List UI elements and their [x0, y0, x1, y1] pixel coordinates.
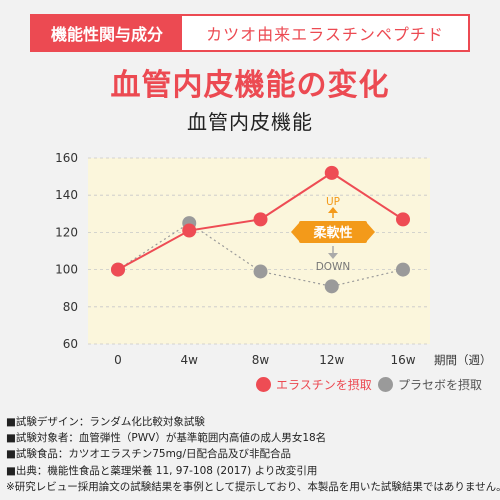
y-tick-label: 120: [55, 225, 78, 239]
x-tick-label: 0: [114, 353, 122, 367]
note-design: ■試験デザイン：ランダム化比較対象試験: [6, 416, 205, 428]
badge-arrow-right: [367, 223, 375, 241]
down-arrow-head: [328, 253, 338, 259]
data-point-elastin: [182, 223, 197, 238]
data-point-elastin: [324, 165, 339, 180]
down-label: DOWN: [316, 261, 351, 273]
y-tick-label: 80: [63, 300, 78, 314]
up-arrow-head: [328, 207, 338, 213]
plot-background: [88, 158, 430, 344]
ingredient-name: カツオ由来エラスチンペプチド: [206, 25, 444, 44]
flexibility-badge-label: 柔軟性: [312, 225, 352, 241]
legend-label-placebo: プラセボを摂取: [398, 378, 483, 392]
data-point-elastin: [111, 262, 125, 277]
badge-arrow-left: [291, 223, 299, 241]
x-tick-label: 12w: [319, 353, 344, 367]
y-tick-label: 160: [55, 151, 78, 165]
legend-item-placebo: プラセボを摂取: [378, 376, 482, 393]
up-label: UP: [326, 196, 340, 208]
study-notes: ■試験デザイン：ランダム化比較対象試験 ■試験対象者：血管弾性（PWV）が基準範…: [6, 414, 500, 495]
x-tick-label: 4w: [181, 353, 199, 367]
note-test-food: ■試験食品：カツオエラスチン75mg/日配合品及び非配合品: [6, 448, 292, 461]
legend-label-elastin: エラスチンを摂取: [276, 378, 372, 392]
data-point-placebo: [253, 264, 268, 279]
flexibility-badge: [299, 221, 367, 243]
x-tick-label: 16w: [390, 353, 415, 367]
legend-item-elastin: エラスチンを摂取: [256, 376, 372, 393]
chart-title: 血管内皮機能: [187, 110, 313, 134]
x-axis-label: 期間（週）: [434, 353, 492, 367]
note-disclaimer: ※研究レビュー採用論文の試験結果を事例として提示しており、本製品を用いた試験結果…: [6, 480, 500, 493]
y-tick-label: 60: [63, 337, 78, 351]
y-tick-label: 140: [55, 188, 78, 202]
note-subjects: ■試験対象者：血管弾性（PWV）が基準範囲内高値の成人男女18名: [6, 432, 327, 445]
functional-ingredient-tag: 機能性関与成分: [32, 16, 182, 50]
x-tick-label: 8w: [252, 353, 270, 367]
data-point-elastin: [396, 212, 410, 227]
data-point-placebo: [324, 279, 339, 294]
data-point-elastin: [253, 212, 268, 227]
page-title: 血管内皮機能の変化: [110, 68, 390, 103]
legend-marker-placebo: [378, 377, 393, 392]
header-bar: 機能性関与成分 カツオ由来エラスチンペプチド: [30, 14, 470, 52]
note-source: ■出典：機能性食品と薬理栄養 11, 97-108 (2017) より改変引用: [6, 464, 318, 477]
y-tick-label: 100: [55, 263, 78, 277]
legend-marker-elastin: [256, 377, 271, 392]
data-point-placebo: [396, 262, 410, 277]
